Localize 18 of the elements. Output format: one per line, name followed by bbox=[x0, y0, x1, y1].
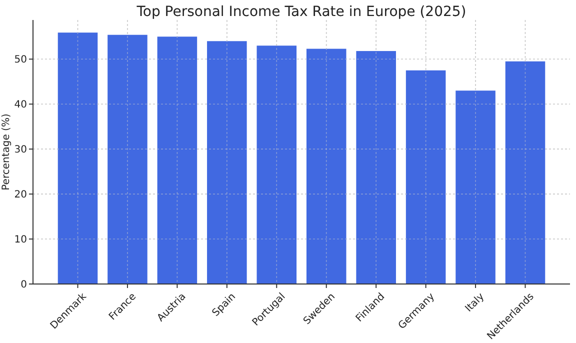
bar bbox=[406, 70, 446, 284]
bar bbox=[356, 51, 396, 284]
bar bbox=[256, 46, 297, 284]
y-tick-label: 50 bbox=[14, 54, 27, 66]
bar bbox=[157, 36, 198, 284]
y-tick-label: 40 bbox=[14, 100, 27, 111]
bar bbox=[306, 48, 346, 284]
y-tick-label: 0 bbox=[20, 280, 27, 290]
y-axis-title: Percentage (%) bbox=[1, 114, 12, 190]
y-tick-label: 30 bbox=[14, 144, 27, 156]
y-tick-label: 10 bbox=[14, 234, 27, 246]
bar bbox=[505, 61, 546, 284]
bar bbox=[58, 32, 98, 284]
chart-title: Top Personal Income Tax Rate in Europe (2025) bbox=[136, 4, 466, 20]
bar bbox=[108, 34, 148, 284]
y-tick-label: 20 bbox=[14, 190, 27, 201]
bar bbox=[207, 41, 247, 284]
bar bbox=[456, 90, 496, 284]
